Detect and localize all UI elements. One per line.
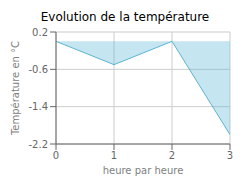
- svg-text:1: 1: [111, 150, 117, 161]
- svg-text:-2.2: -2.2: [28, 139, 48, 150]
- svg-text:0.2: 0.2: [32, 27, 48, 38]
- svg-text:-0.6: -0.6: [28, 64, 48, 75]
- svg-text:0: 0: [53, 150, 59, 161]
- svg-text:heure par heure: heure par heure: [103, 165, 184, 176]
- svg-text:2: 2: [169, 150, 175, 161]
- html-text:Evolution de la température: Evolution de la température: [40, 10, 210, 24]
- svg-text:-1.4: -1.4: [28, 101, 48, 112]
- svg-text:3: 3: [227, 150, 233, 161]
- svg-text:Température en °C: Température en °C: [10, 41, 21, 136]
